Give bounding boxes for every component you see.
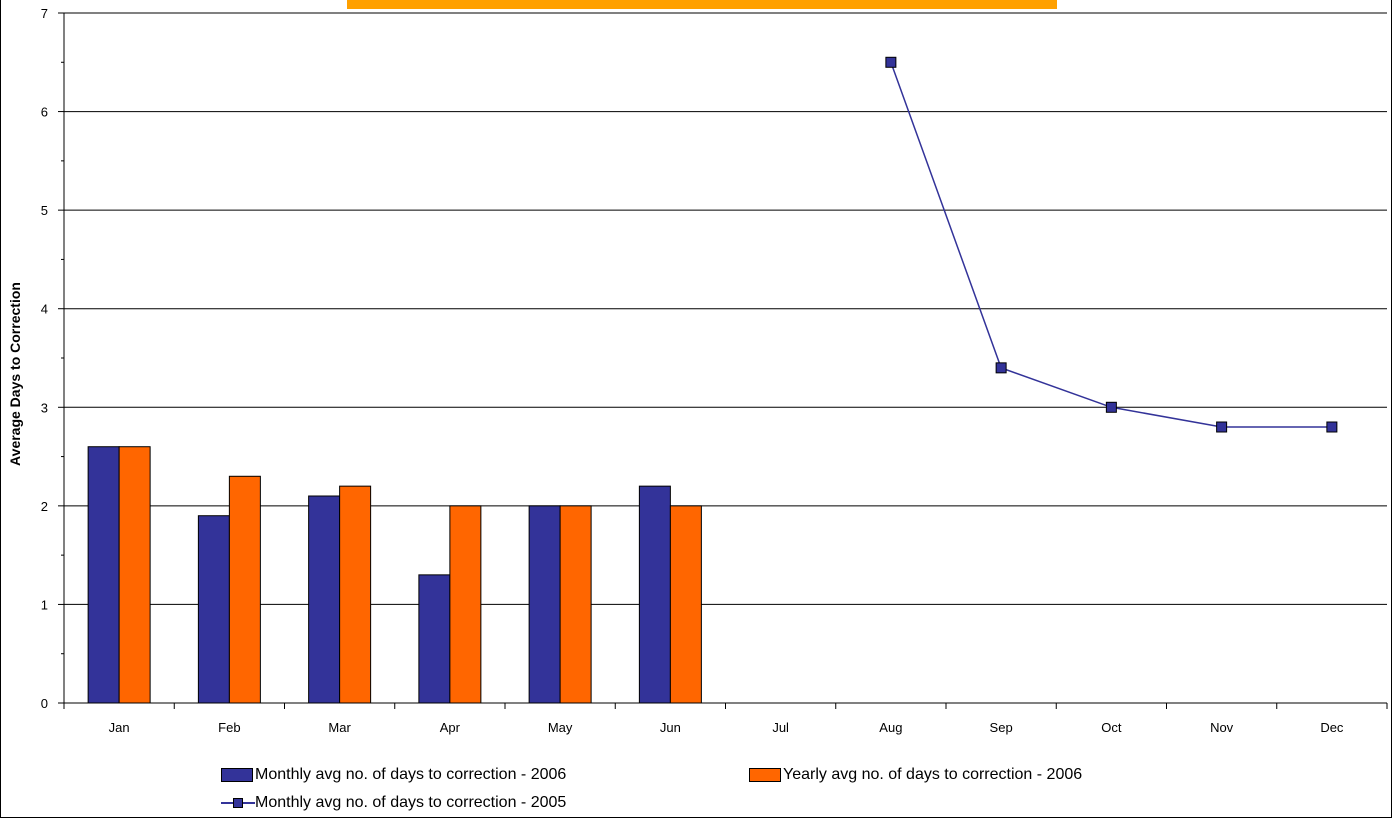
x-tick-label: May — [548, 720, 573, 735]
bar — [308, 495, 341, 704]
y-tick-label: 5 — [41, 203, 48, 218]
x-tick-label: Nov — [1210, 720, 1234, 735]
legend-item-yearly-2006: Yearly avg no. of days to correction - 2… — [749, 766, 1082, 784]
line-point — [1216, 421, 1228, 433]
legend-item-monthly-2006: Monthly avg no. of days to correction - … — [221, 766, 566, 784]
x-tick-label: Oct — [1101, 720, 1122, 735]
x-tick-label: Jul — [772, 720, 789, 735]
x-tick-labels: Jan Feb Mar Apr May Jun Jul Aug Sep Oct Nov Dec — [109, 720, 1344, 735]
bar — [559, 505, 592, 704]
series-line — [890, 62, 1332, 428]
line-point — [885, 56, 897, 68]
legend-item-monthly-2005: Monthly avg no. of days to correction - … — [221, 794, 566, 812]
bar — [228, 475, 261, 704]
legend-label-yearly-2006: Yearly avg no. of days to correction - 2… — [783, 766, 1083, 783]
bar — [669, 505, 702, 704]
line-point — [1105, 401, 1117, 413]
line-series — [885, 56, 1338, 433]
bar — [339, 485, 372, 704]
bar — [638, 485, 671, 704]
line-point — [995, 362, 1007, 374]
legend-label-monthly-2005: Monthly avg no. of days to correction - … — [255, 794, 567, 811]
bar — [87, 446, 120, 704]
bars — [87, 446, 702, 704]
x-tick-label: Aug — [879, 720, 902, 735]
y-tick-label: 0 — [41, 696, 48, 711]
x-tick-label: Sep — [990, 720, 1013, 735]
bar — [418, 574, 451, 704]
x-tick-label: Apr — [440, 720, 461, 735]
legend-swatch-yearly-2006 — [749, 768, 781, 782]
bar — [197, 515, 230, 704]
gridlines — [64, 12, 1387, 605]
bar — [528, 505, 561, 704]
legend-swatch-monthly-2005 — [221, 796, 255, 810]
axes — [58, 12, 1388, 709]
y-tick-label: 2 — [41, 499, 48, 514]
x-tick-label: Mar — [328, 720, 351, 735]
x-tick-label: Feb — [218, 720, 240, 735]
title-banner — [347, 0, 1057, 9]
y-tick-label: 7 — [41, 6, 48, 21]
y-tick-label: 1 — [41, 597, 48, 612]
x-tick-label: Dec — [1320, 720, 1344, 735]
y-tick-label: 4 — [41, 302, 48, 317]
x-tick-label: Jan — [109, 720, 130, 735]
x-tick-label: Jun — [660, 720, 681, 735]
y-tick-label: 6 — [41, 105, 48, 120]
y-tick-label: 3 — [41, 400, 48, 415]
legend-label-monthly-2006: Monthly avg no. of days to correction - … — [255, 766, 567, 783]
y-tick-labels: 0 1 2 3 4 5 6 7 — [41, 6, 48, 711]
y-axis-label: Average Days to Correction — [7, 282, 23, 466]
bar — [118, 446, 151, 704]
bar — [449, 505, 482, 704]
legend-swatch-monthly-2006 — [221, 768, 253, 782]
line-point — [1326, 421, 1338, 433]
